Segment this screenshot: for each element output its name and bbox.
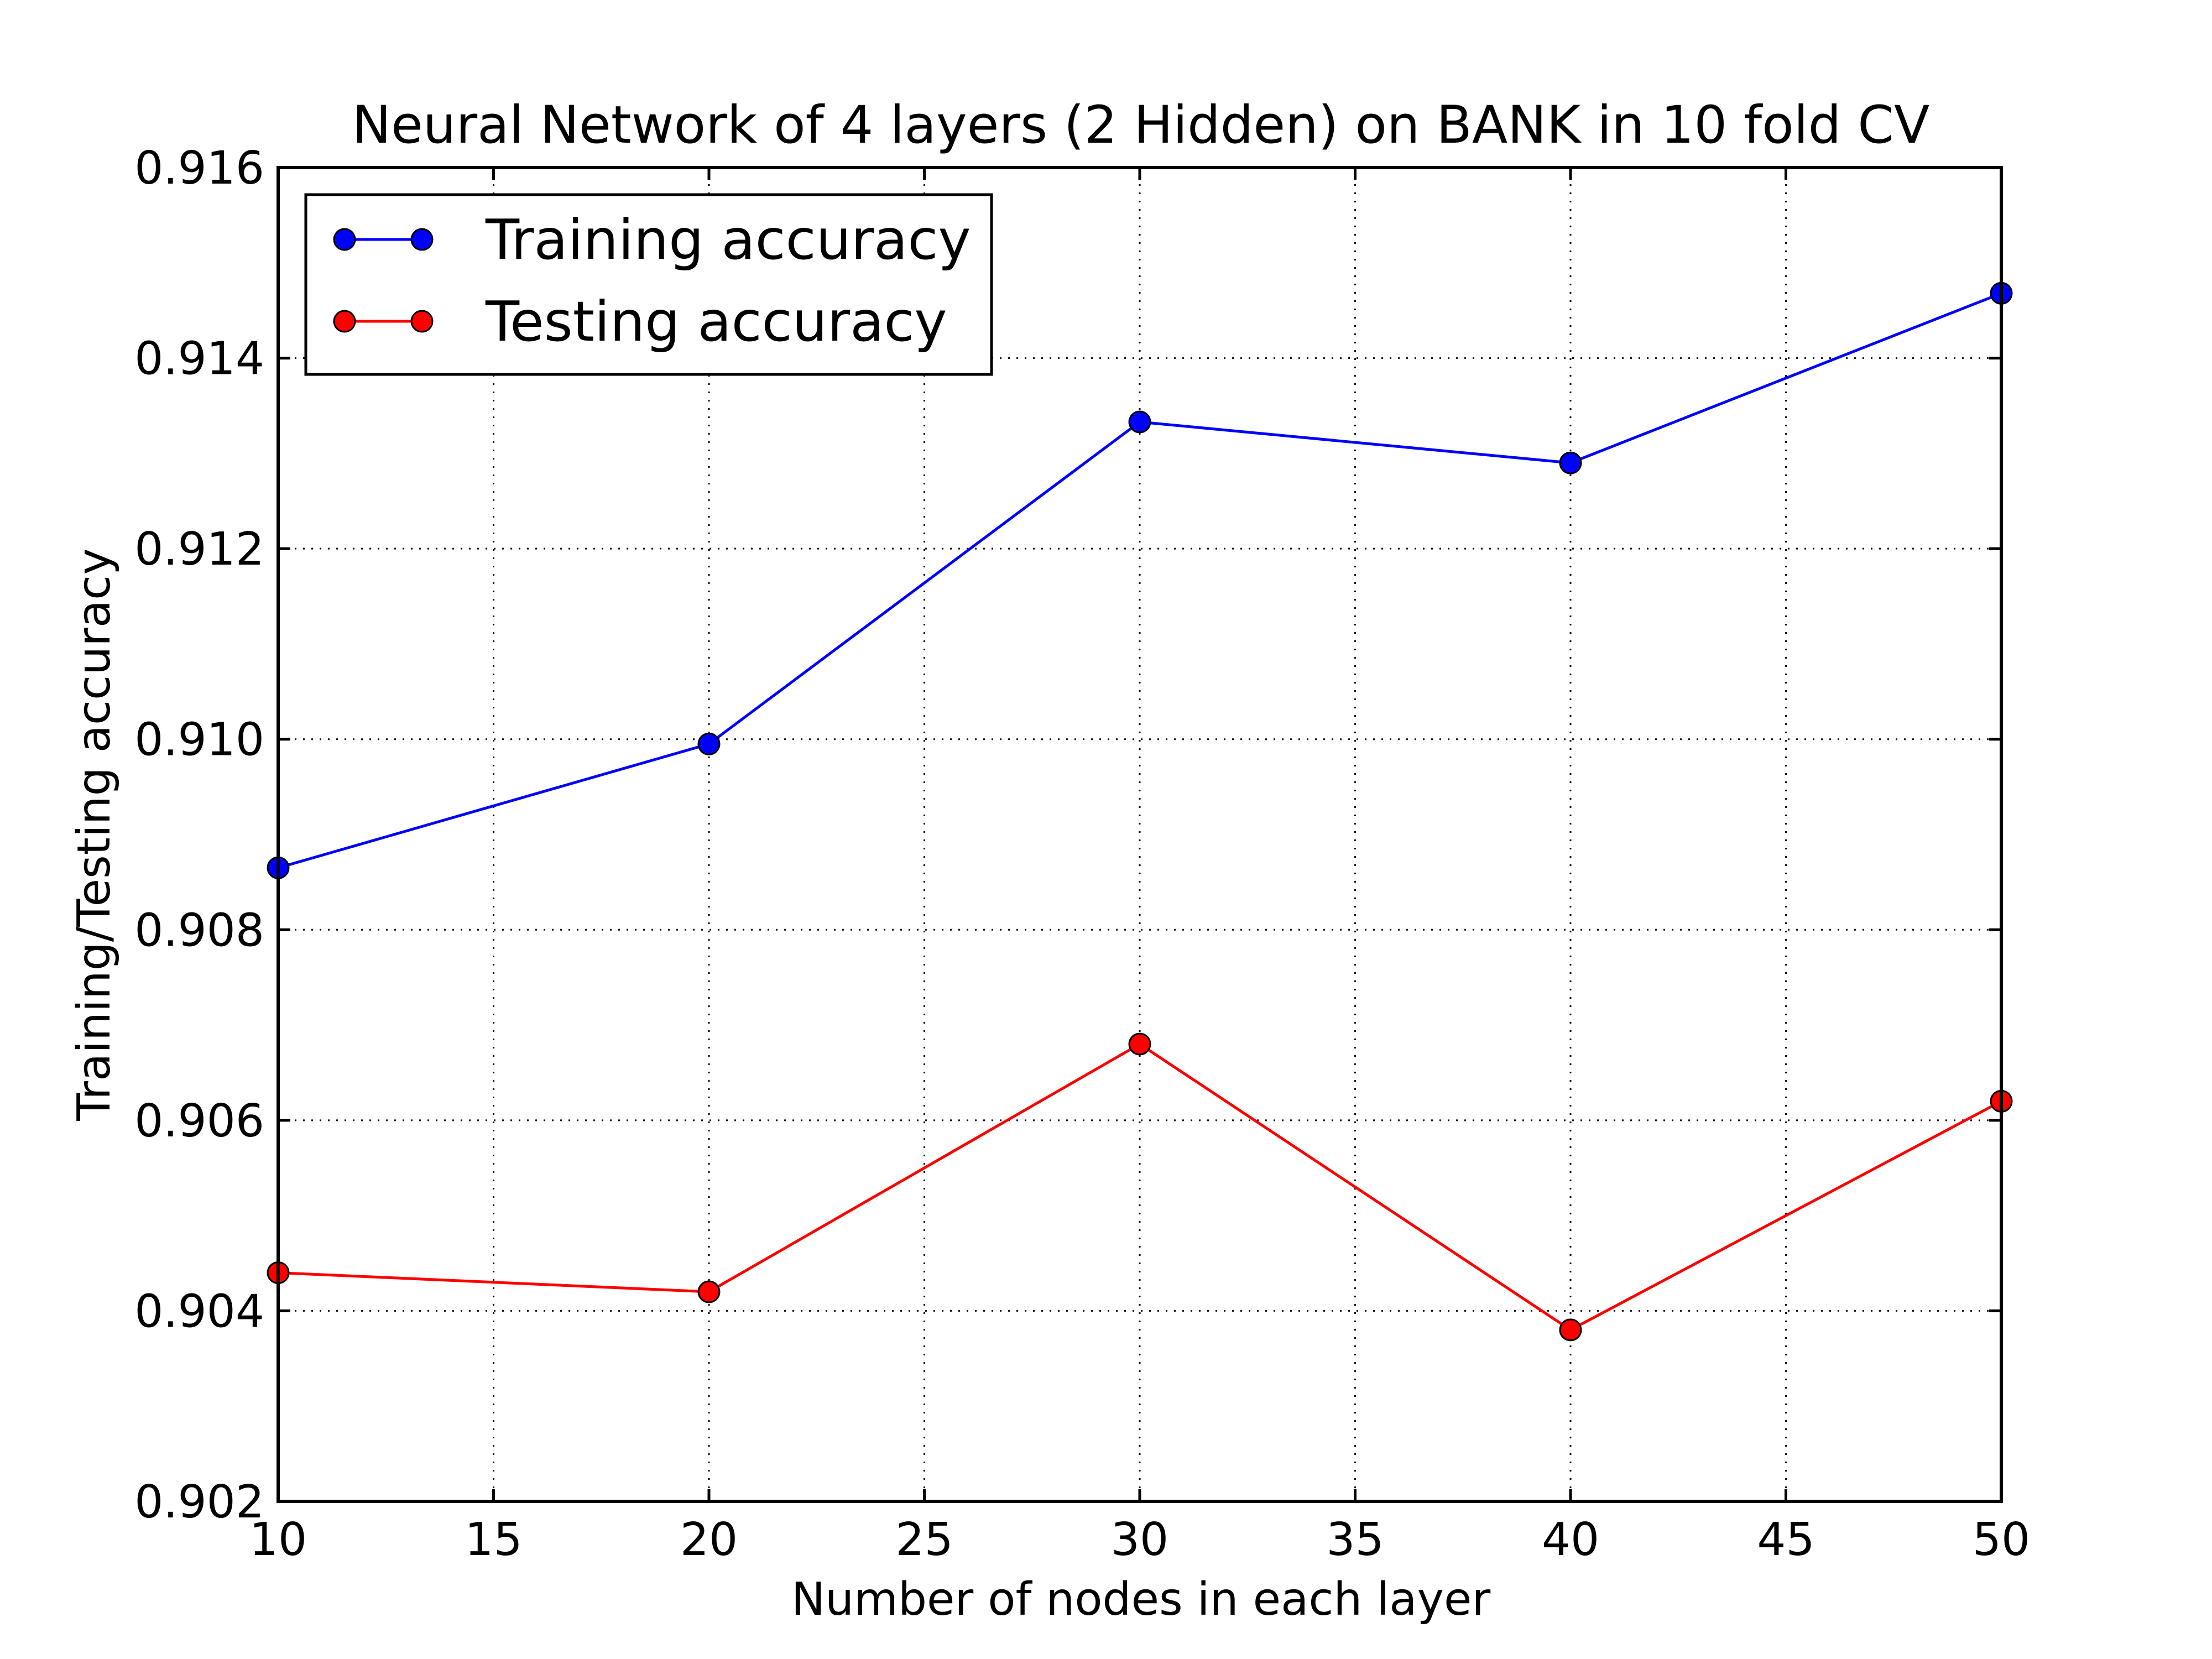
testing-accuracy-point — [697, 1280, 721, 1303]
x-tick-label: 40 — [1542, 1514, 1599, 1566]
testing-accuracy-point — [1128, 1032, 1151, 1056]
legend-marker-training — [410, 228, 434, 251]
x-tick-label: 45 — [1757, 1514, 1814, 1566]
y-tick-label: 0.902 — [134, 1476, 264, 1528]
chart-title: Neural Network of 4 layers (2 Hidden) on… — [352, 95, 1930, 155]
y-tick-label: 0.904 — [134, 1285, 264, 1338]
x-tick-label: 50 — [1973, 1514, 2030, 1566]
x-tick-label: 35 — [1326, 1514, 1384, 1566]
x-tick-label: 10 — [249, 1514, 307, 1566]
x-axis-label: Number of nodes in each layer — [791, 1573, 1491, 1626]
legend-label-testing: Testing accuracy — [485, 289, 947, 354]
y-tick-label: 0.906 — [134, 1095, 264, 1147]
x-tick-label: 25 — [895, 1514, 953, 1566]
legend-marker-training — [333, 228, 356, 251]
legend-marker-testing — [333, 310, 356, 333]
legend-label-training: Training accuracy — [485, 207, 971, 272]
x-tick-label: 30 — [1111, 1514, 1168, 1566]
testing-accuracy-point — [1559, 1318, 1582, 1342]
legend-box — [304, 193, 993, 376]
y-tick-label: 0.910 — [134, 714, 264, 766]
axis-ticks: 10 15 20 25 30 35 40 45 50 0.902 0.904 0.906 0.908 0.… — [134, 142, 2030, 1566]
legend: Training accuracy Testing accuracy — [304, 193, 993, 376]
y-tick-label: 0.908 — [134, 904, 264, 957]
x-tick-label: 15 — [465, 1514, 522, 1566]
training-accuracy-point — [697, 732, 721, 755]
x-tick-label: 20 — [680, 1514, 738, 1566]
y-tick-label: 0.912 — [134, 523, 264, 576]
y-tick-label: 0.916 — [134, 142, 264, 195]
training-accuracy-point — [1128, 410, 1151, 434]
legend-marker-testing — [410, 310, 434, 333]
y-axis-label: Training/Testing accuracy — [68, 548, 121, 1121]
y-tick-label: 0.914 — [134, 333, 264, 385]
training-accuracy-point — [1559, 451, 1582, 474]
